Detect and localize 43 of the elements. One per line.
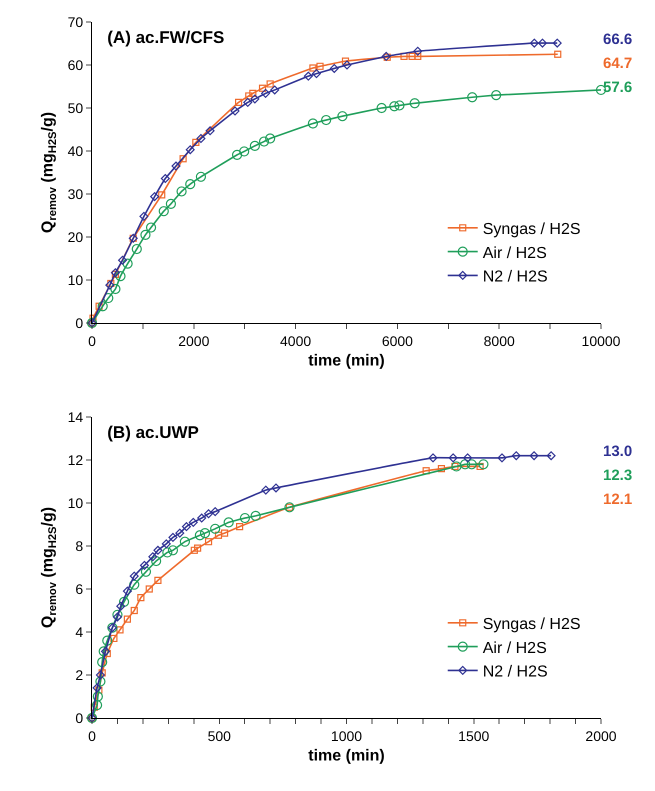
y-tick-label: 8 [75, 538, 84, 554]
x-tick-label: 2000 [178, 332, 210, 349]
text: 12.1 [603, 491, 632, 508]
text: 57.6 [603, 79, 632, 96]
legend-label: Syngas / H2S [482, 616, 581, 634]
y-tick-label: 30 [68, 186, 84, 202]
legend-label: N2 / H2S [482, 268, 548, 286]
y-tick-label: 12 [68, 452, 84, 468]
legend-label: Syngas / H2S [482, 221, 581, 238]
y-tick-label: 50 [68, 100, 84, 116]
y-tick-label: 6 [75, 580, 84, 597]
y-tick-label: 0 [75, 710, 84, 726]
y-tick-label: 60 [68, 56, 84, 73]
y-tick-label: 4 [75, 624, 84, 640]
x-tick-label: 0 [88, 728, 96, 744]
text: 66.6 [603, 31, 632, 48]
y-tick-label: 2 [75, 666, 84, 683]
x-tick-label: 8000 [484, 332, 515, 349]
x-tick-label: 0 [88, 332, 96, 349]
x-tick-label: 500 [208, 728, 232, 744]
text: 64.7 [603, 55, 632, 72]
x-tick-label: 10000 [582, 332, 621, 349]
x-tick-label: 4000 [280, 332, 312, 349]
y-tick-label: 40 [68, 142, 84, 159]
y-tick-label: 10 [68, 272, 84, 288]
y-tick-label: 10 [68, 494, 84, 511]
text: 13.0 [603, 443, 632, 460]
chart-title: (B) ac.UWP [107, 422, 199, 442]
x-axis-title: time (min) [308, 748, 385, 764]
y-tick-label: 14 [68, 408, 84, 425]
x-tick-label: 2000 [585, 728, 617, 744]
y-tick-label: 70 [68, 14, 84, 30]
y-tick-label: 0 [75, 314, 84, 331]
legend-label: N2 / H2S [482, 664, 548, 681]
legend-label: Air / H2S [482, 640, 547, 657]
text: 12.3 [603, 467, 632, 484]
x-tick-label: 1500 [458, 728, 490, 744]
x-tick-label: 1000 [330, 728, 362, 744]
chart-title: (A) ac.FW/CFS [107, 28, 224, 47]
x-axis-title: time (min) [308, 352, 385, 370]
x-tick-label: 6000 [382, 332, 414, 349]
y-tick-label: 20 [68, 228, 84, 245]
legend-label: Air / H2S [482, 244, 547, 262]
